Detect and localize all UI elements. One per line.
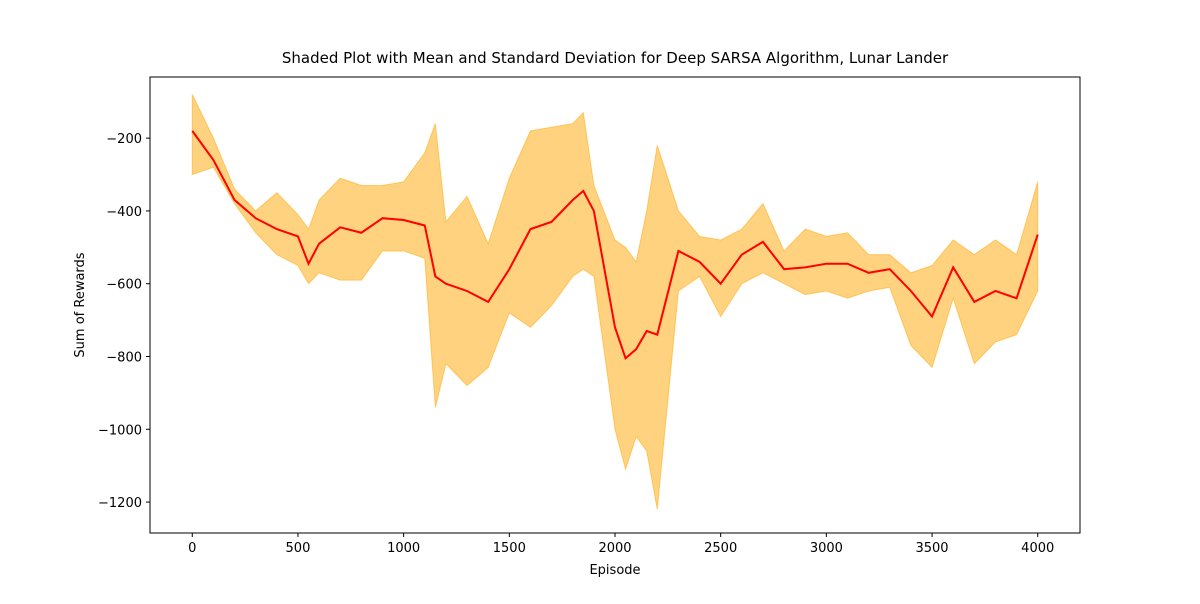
y-tick-label: −200 [106,132,142,147]
x-tick-label: 3500 [915,541,948,556]
mean-line [191,130,1039,361]
x-tick-label: 1500 [493,541,526,556]
y-axis-label: Sum of Rewards [73,252,88,357]
x-tick-label: 2000 [598,541,631,556]
x-tick-label: 0 [188,541,196,556]
x-tick-label: 2500 [704,541,737,556]
y-tick-label: −1200 [98,496,142,511]
x-tick-label: 3000 [810,541,843,556]
y-tick-label: −600 [106,278,142,293]
y-tick-label: −1000 [98,423,142,438]
x-tick-label: 500 [286,541,311,556]
chart-title: Shaded Plot with Mean and Standard Devia… [282,49,949,67]
x-tick-label: 4000 [1021,541,1054,556]
x-axis-label: Episode [589,563,640,578]
std-band [191,94,1039,510]
x-tick-label: 1000 [387,541,420,556]
y-tick-label: −800 [106,350,142,365]
y-tick-label: −400 [106,205,142,220]
